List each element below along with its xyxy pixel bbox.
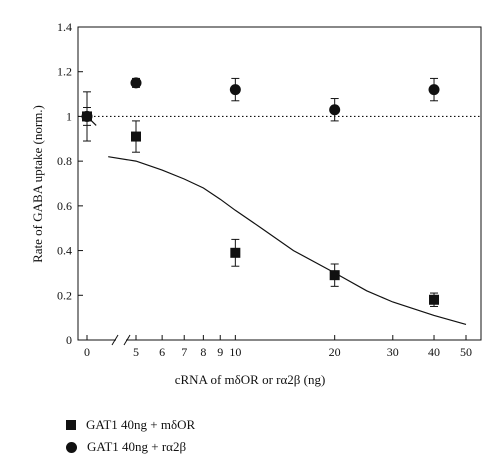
y-tick-label: 1.4 <box>57 20 72 34</box>
x-tick-label: 10 <box>229 345 241 359</box>
data-point-circle <box>428 84 440 96</box>
x-tick-label: 50 <box>460 345 472 359</box>
y-tick-label: 1 <box>66 109 72 123</box>
y-tick-label: 0.4 <box>57 244 72 258</box>
plot-frame <box>77 26 482 341</box>
x-tick-label: 5 <box>133 345 139 359</box>
x-tick-label: 7 <box>181 345 187 359</box>
square-marker-icon <box>66 420 76 430</box>
legend-label: GAT1 40ng + mδOR <box>86 417 196 432</box>
legend-label: GAT1 40ng + rα2β <box>87 439 187 454</box>
y-tick-label: 0.6 <box>57 199 72 213</box>
x-tick-label: 6 <box>159 345 165 359</box>
x-tick-label: 30 <box>387 345 399 359</box>
data-point-circle <box>130 77 142 89</box>
x-tick-label: 0 <box>84 345 90 359</box>
chart: 0 0.2 0.4 0.6 0.8 1 1.2 1.4 0 5 6 7 8 9 10 20 30 40 50 Rat… <box>30 20 482 387</box>
data-point-square <box>230 247 241 258</box>
y-tick-label: 1.2 <box>57 65 72 79</box>
y-tick-label: 0.8 <box>57 154 72 168</box>
data-point-square <box>131 131 141 142</box>
data-point-circle <box>329 104 341 116</box>
x-axis-title: cRNA of mδOR or rα2β (ng) <box>175 372 326 387</box>
axis-break-mark <box>111 334 119 346</box>
x-tick-label: 20 <box>329 345 341 359</box>
x-tick-label: 40 <box>428 345 440 359</box>
y-tick-label: 0.2 <box>57 288 72 302</box>
circle-marker-icon <box>66 441 77 453</box>
x-tick-label: 9 <box>217 345 223 359</box>
legend: GAT1 40ng + mδOR GAT1 40ng + rα2β <box>66 414 195 458</box>
data-point-square <box>329 270 340 281</box>
axis-break-mark <box>123 334 131 346</box>
data-point-circle <box>81 110 93 122</box>
x-tick-label: 8 <box>200 345 206 359</box>
y-tick-label: 0 <box>66 333 72 347</box>
fit-curve <box>108 156 467 325</box>
legend-item-series-2: GAT1 40ng + rα2β <box>66 436 195 458</box>
data-point-square <box>429 294 440 305</box>
data-point-circle <box>229 84 241 96</box>
legend-item-series-1: GAT1 40ng + mδOR <box>66 414 195 436</box>
y-axis-title: Rate of GABA uptake (norm.) <box>30 105 45 263</box>
